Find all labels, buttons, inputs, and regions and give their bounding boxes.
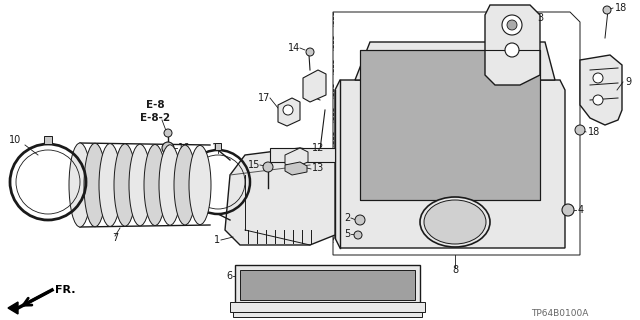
Text: 3: 3 bbox=[537, 13, 543, 23]
Polygon shape bbox=[278, 98, 300, 126]
Text: E-8: E-8 bbox=[146, 100, 164, 110]
Circle shape bbox=[354, 231, 362, 239]
Text: 5: 5 bbox=[344, 229, 350, 239]
Circle shape bbox=[603, 6, 611, 14]
Text: 18: 18 bbox=[615, 3, 627, 13]
Circle shape bbox=[164, 129, 172, 137]
Bar bbox=[215, 143, 221, 150]
Ellipse shape bbox=[99, 144, 121, 227]
Ellipse shape bbox=[420, 197, 490, 247]
Polygon shape bbox=[285, 162, 307, 175]
Text: FR.: FR. bbox=[55, 285, 76, 295]
Text: 15: 15 bbox=[248, 160, 260, 170]
Text: 9: 9 bbox=[625, 77, 631, 87]
Circle shape bbox=[575, 125, 585, 135]
Text: 17: 17 bbox=[258, 93, 270, 103]
Circle shape bbox=[306, 48, 314, 56]
Circle shape bbox=[502, 15, 522, 35]
Polygon shape bbox=[270, 148, 335, 162]
Text: 2: 2 bbox=[344, 213, 350, 223]
Polygon shape bbox=[335, 80, 565, 248]
Polygon shape bbox=[580, 55, 622, 125]
Polygon shape bbox=[8, 302, 18, 314]
Polygon shape bbox=[285, 148, 308, 168]
Text: E-8-2: E-8-2 bbox=[140, 113, 170, 123]
Ellipse shape bbox=[189, 145, 211, 225]
Circle shape bbox=[505, 43, 519, 57]
Ellipse shape bbox=[424, 200, 486, 244]
Ellipse shape bbox=[84, 143, 106, 227]
Bar bbox=[360, 50, 540, 200]
Circle shape bbox=[283, 105, 293, 115]
Circle shape bbox=[263, 162, 273, 172]
Text: 10: 10 bbox=[9, 135, 21, 145]
Polygon shape bbox=[303, 70, 326, 102]
Ellipse shape bbox=[144, 145, 166, 226]
Text: 14: 14 bbox=[288, 43, 300, 53]
Bar bbox=[44, 136, 52, 144]
Bar bbox=[235, 265, 420, 310]
Bar bbox=[360, 50, 540, 200]
Text: 6: 6 bbox=[226, 271, 232, 281]
Circle shape bbox=[562, 204, 574, 216]
Ellipse shape bbox=[129, 144, 151, 226]
Circle shape bbox=[593, 95, 603, 105]
Text: 8: 8 bbox=[452, 265, 458, 275]
Bar bbox=[230, 302, 425, 312]
Text: TP64B0100A: TP64B0100A bbox=[531, 308, 589, 317]
Bar bbox=[240, 270, 415, 300]
Text: 12: 12 bbox=[312, 143, 324, 153]
Circle shape bbox=[355, 215, 365, 225]
Text: 1: 1 bbox=[214, 235, 220, 245]
Text: 7: 7 bbox=[112, 233, 118, 243]
Polygon shape bbox=[225, 148, 335, 245]
Text: 18: 18 bbox=[588, 127, 600, 137]
Ellipse shape bbox=[69, 143, 91, 227]
Text: 13: 13 bbox=[312, 163, 324, 173]
Ellipse shape bbox=[114, 144, 136, 226]
Circle shape bbox=[507, 20, 517, 30]
Text: 11: 11 bbox=[212, 143, 224, 153]
Circle shape bbox=[593, 73, 603, 83]
Ellipse shape bbox=[159, 145, 181, 225]
Polygon shape bbox=[355, 42, 555, 80]
Polygon shape bbox=[485, 5, 540, 85]
Ellipse shape bbox=[174, 145, 196, 225]
Circle shape bbox=[162, 142, 174, 154]
Text: 4: 4 bbox=[578, 205, 584, 215]
Text: 16: 16 bbox=[178, 143, 190, 153]
Bar bbox=[233, 312, 422, 317]
